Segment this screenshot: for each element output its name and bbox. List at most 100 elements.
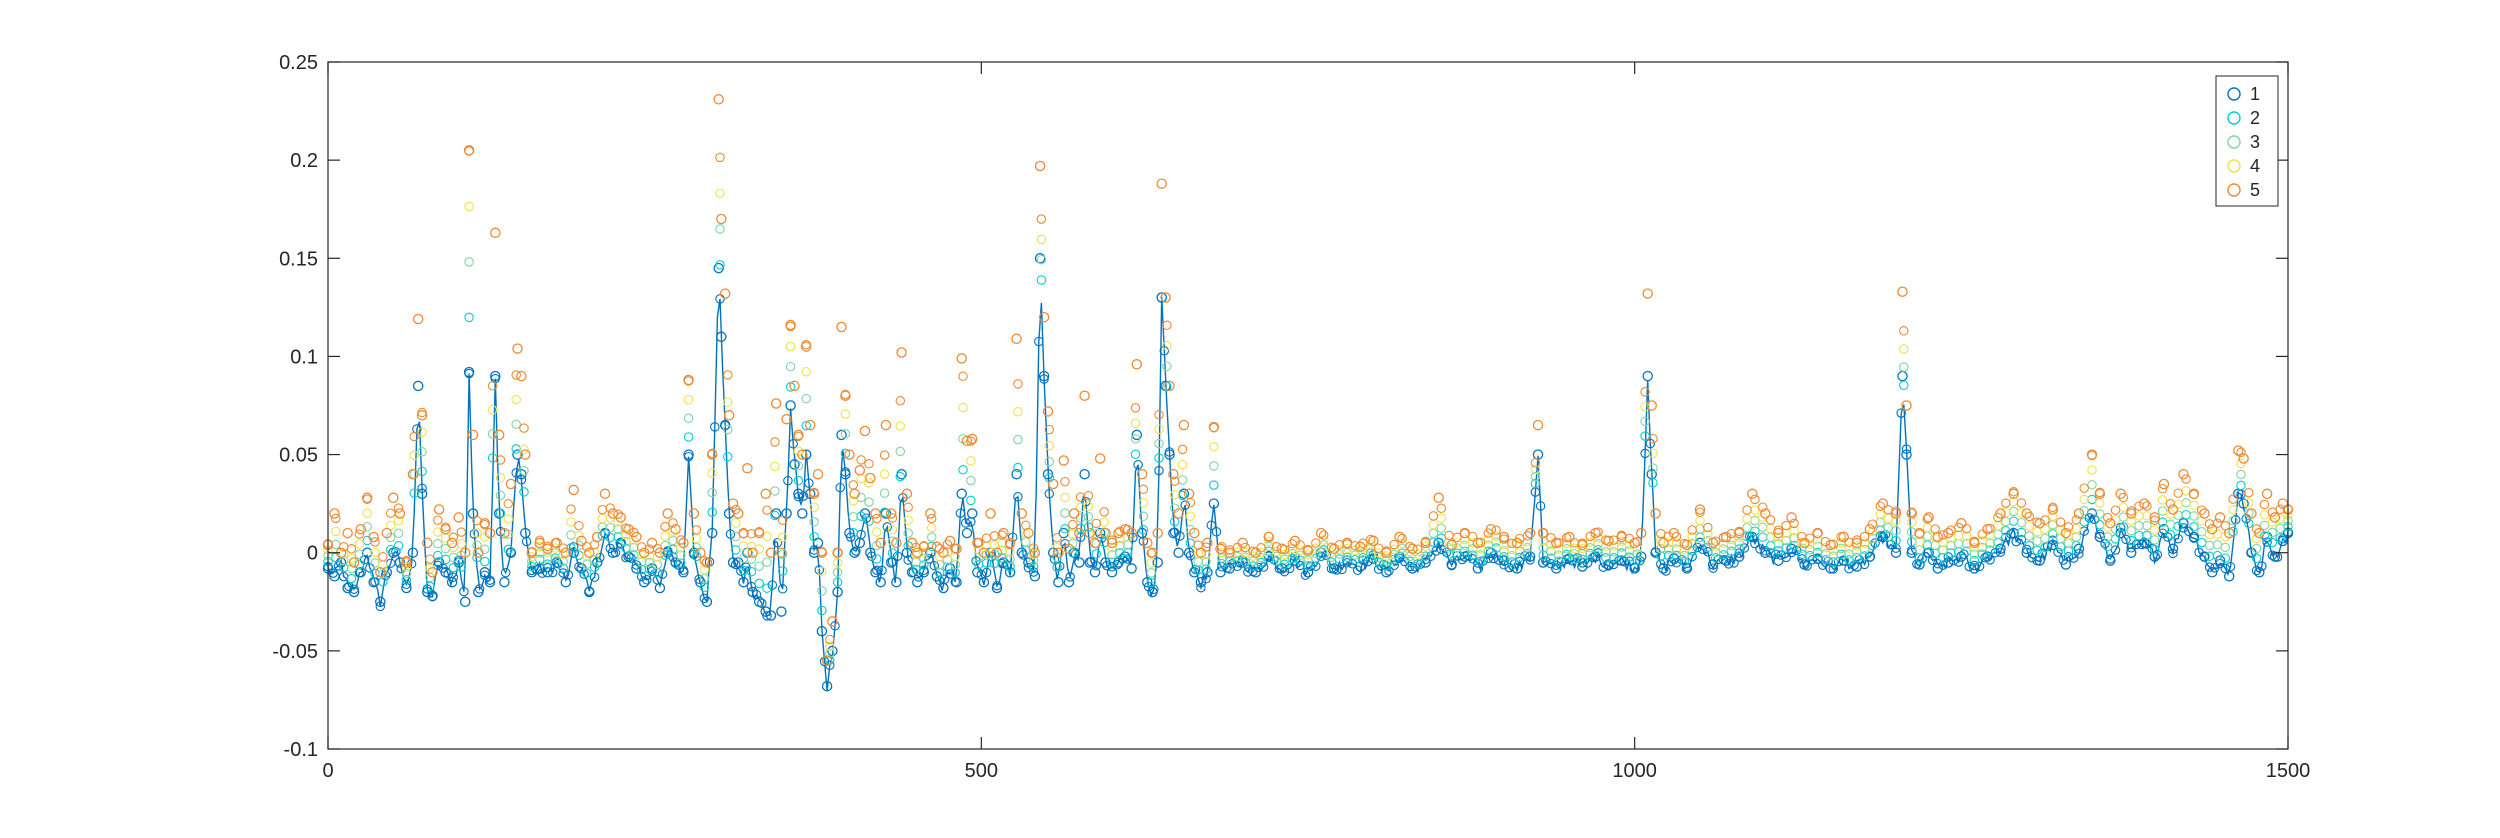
series-4-point: [448, 542, 459, 553]
legend-label-2: 2: [2250, 108, 2260, 128]
series-5-peak-point: [1901, 400, 1912, 411]
series-1-point: [1258, 562, 1269, 572]
series-4-point: [574, 530, 584, 541]
series-2-point: [2244, 518, 2254, 529]
legend-box: [2215, 75, 2279, 207]
series-4-point: [417, 427, 427, 437]
series-1-point: [1802, 561, 1812, 571]
series-5-peak-point: [2254, 527, 2265, 539]
series-5-peak-point: [1760, 508, 1771, 519]
series-5-peak-point: [342, 527, 353, 539]
series-3-point: [2079, 505, 2089, 516]
series-4-point: [770, 461, 780, 472]
series-3-point: [2016, 517, 2027, 528]
series-4-point: [1068, 529, 1078, 539]
series-4-point: [973, 545, 984, 555]
series-1-point: [1180, 500, 1190, 510]
series-1-trough-point: [2199, 551, 2210, 562]
series-1-trough-point: [654, 582, 666, 594]
series-5-peak-point: [2047, 504, 2059, 515]
series-4-point: [1671, 538, 1682, 548]
series-1-point: [2178, 523, 2189, 533]
series-5-peak-point: [1707, 537, 1719, 549]
series-1-point: [2257, 561, 2267, 571]
series-5-peak-point: [827, 616, 838, 627]
series-5-point: [2244, 487, 2254, 498]
series-3-point: [1295, 550, 1305, 560]
series-1-point: [783, 475, 793, 486]
series-1-trough-point: [776, 606, 787, 617]
series-2-point: [1577, 554, 1588, 565]
series-4-point: [2244, 498, 2254, 508]
series-5-point: [1099, 507, 1109, 517]
series-5-point: [1750, 494, 1760, 505]
series-5-peak-point: [1914, 527, 1925, 539]
series-5-peak-point: [348, 557, 360, 568]
series-5-peak-point: [747, 547, 758, 558]
series-1-trough-point: [753, 596, 765, 608]
series-3-point: [1969, 549, 1980, 559]
axes: 0 500 1000 1500 -0.1 -0.05 0 0.05 0.1 0.15 0.2 0.25: [272, 52, 2310, 782]
series-5-peak-point: [1485, 523, 1497, 535]
series-5-point: [574, 520, 584, 531]
series-1-point: [694, 574, 704, 585]
series-5-point: [2204, 519, 2215, 529]
series-5-peak-point: [870, 508, 881, 519]
series-5-peak-point: [2060, 527, 2072, 539]
series-4-point: [1303, 550, 1313, 560]
series-2-point: [1648, 478, 1658, 488]
series-5-point: [1436, 503, 1447, 514]
series-5-point: [1632, 537, 1643, 547]
series-3-point: [754, 561, 764, 571]
series-1-point: [2173, 533, 2183, 544]
series-5-point: [2016, 498, 2027, 508]
series-4-point: [1138, 498, 1149, 508]
series-4-point: [331, 526, 341, 537]
series-5-peak-point: [2021, 508, 2032, 519]
series-1-trough-point: [1511, 563, 1523, 574]
series-5-point: [346, 544, 357, 554]
series-2-point: [644, 564, 655, 574]
series-1-trough-point: [1328, 563, 1340, 574]
series-1-point: [448, 572, 459, 582]
series-5-peak-point: [2073, 508, 2085, 519]
series-5-peak-point: [701, 557, 713, 568]
series-5-peak-point: [985, 508, 996, 519]
series-1-trough-point: [1838, 555, 1849, 566]
series-3-point: [2259, 520, 2270, 531]
y-tick-label: 0.05: [279, 445, 318, 467]
series-1-point: [892, 551, 903, 561]
series-1-trough-point: [912, 576, 923, 588]
series-5-peak-point: [1786, 512, 1797, 523]
series-5-point: [1710, 536, 1721, 547]
series-1-point: [960, 518, 971, 528]
series-5-peak-point: [479, 518, 491, 529]
series-1-trough-point: [473, 586, 484, 598]
series-5-peak-point: [1616, 531, 1627, 543]
y-tick-label: -0.05: [272, 641, 318, 663]
series-4-point: [1977, 536, 1987, 546]
series-1-trough-point: [1029, 571, 1041, 582]
series-5-peak-point: [584, 547, 595, 558]
series-5-point: [715, 152, 725, 163]
series-2-point: [2251, 553, 2262, 564]
series-4-point: [393, 515, 404, 526]
series-1-point: [1044, 489, 1055, 499]
series-5-point: [699, 556, 710, 566]
series-1-trough-point: [1864, 551, 1876, 562]
series-5-point: [887, 513, 898, 523]
series-1-trough-point: [701, 596, 713, 608]
legend-label-4: 4: [2250, 156, 2260, 176]
series-1-trough-point: [542, 567, 553, 578]
series-5-peak-point: [2199, 508, 2210, 519]
series-1-trough-point: [394, 557, 406, 568]
series-1-point: [699, 593, 710, 604]
series-5-peak-point: [2158, 478, 2170, 490]
series-4-point: [1530, 464, 1541, 475]
y-tick-label: 0.15: [279, 248, 318, 270]
series-5-point: [1703, 522, 1713, 533]
series-5-point: [1028, 543, 1039, 553]
series-1-trough-point: [966, 508, 978, 519]
series-5-peak-point: [1224, 547, 1235, 558]
series-5-point: [1757, 502, 1768, 512]
